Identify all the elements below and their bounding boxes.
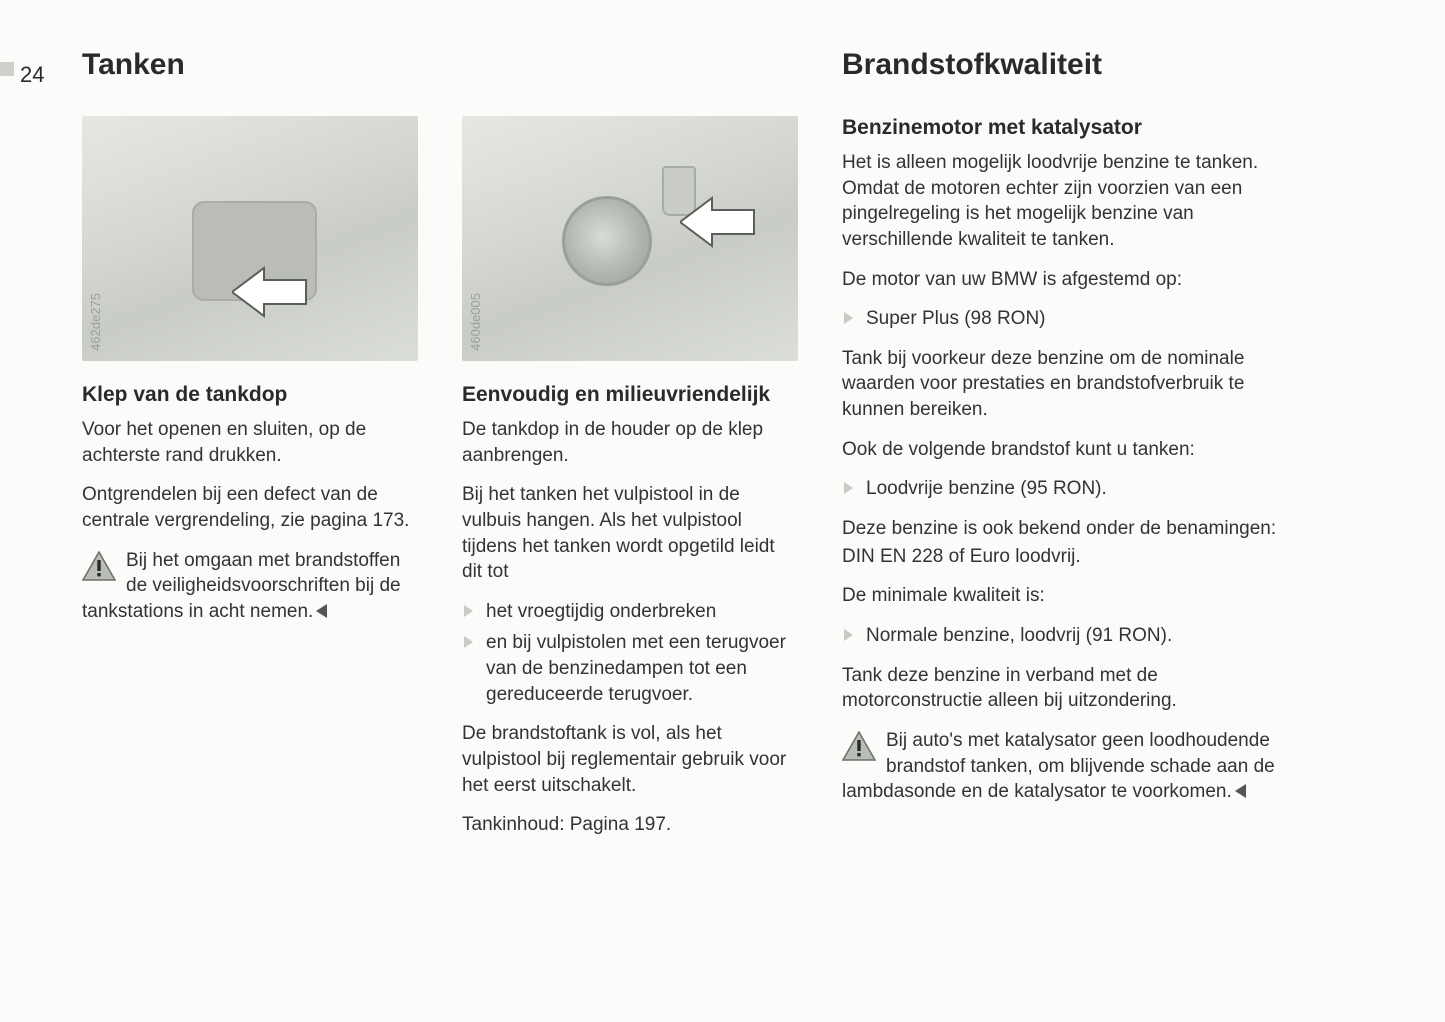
column-1: Tanken 462de275 Klep van de tankdop Voor… [60, 48, 440, 852]
para: Bij het tanken het vulpistool in de vulb… [462, 482, 798, 585]
warning-block: Bij auto's met katalysator geen loodhoud… [842, 728, 1278, 805]
warning-icon [842, 731, 876, 761]
para: De minimale kwaliteit is: [842, 583, 1278, 609]
para: Ook de volgende brandstof kunt u tanken: [842, 437, 1278, 463]
para: De brandstoftank is vol, als het vulpist… [462, 721, 798, 798]
list-item: en bij vulpistolen met een terugvoer van… [462, 630, 798, 707]
title-tanken: Tanken [82, 48, 418, 82]
warning-icon [82, 551, 116, 581]
para: Ontgrendelen bij een defect van de centr… [82, 482, 418, 533]
bullet-list: het vroegtijdig onderbreken en bij vulpi… [462, 599, 798, 708]
end-mark-icon [1235, 784, 1246, 798]
gutter-marker [0, 62, 14, 76]
column-2: . 460de005 Eenvoudig en milieuvriendelij… [440, 48, 820, 852]
list-item: het vroegtijdig onderbreken [462, 599, 798, 625]
bullet-list: Normale benzine, loodvrij (91 RON). [842, 623, 1278, 649]
heading-benzinemotor: Benzinemotor met katalysator [842, 116, 1278, 140]
figure-ref: 460de005 [468, 293, 483, 351]
warning-block: Bij het omgaan met brandstoffen de veili… [82, 548, 418, 625]
heading-klep: Klep van de tankdop [82, 383, 418, 407]
list-item: Super Plus (98 RON) [842, 306, 1278, 332]
column-3: Brandstofkwaliteit Benzinemotor met kata… [820, 48, 1300, 852]
page-gutter: 24 [0, 48, 60, 852]
manual-page: 24 Tanken 462de275 Klep van de tankdop V… [0, 0, 1445, 892]
para: DIN EN 228 of Euro loodvrij. [842, 544, 1278, 570]
para: Tank bij voorkeur deze benzine om de nom… [842, 346, 1278, 423]
bullet-list: Super Plus (98 RON) [842, 306, 1278, 332]
list-item: Normale benzine, loodvrij (91 RON). [842, 623, 1278, 649]
para: Deze benzine is ook bekend onder de bena… [842, 516, 1278, 542]
para: Tank deze benzine in verband met de moto… [842, 663, 1278, 714]
para: De motor van uw BMW is afgestemd op: [842, 267, 1278, 293]
arrow-icon [232, 264, 312, 320]
arrow-icon [680, 194, 760, 250]
warning-text: Bij het omgaan met brandstoffen de veili… [82, 550, 401, 622]
list-item: Loodvrije benzine (95 RON). [842, 476, 1278, 502]
warning-text: Bij auto's met katalysator geen loodhoud… [842, 730, 1275, 802]
figure-fuel-cap: 460de005 [462, 116, 798, 361]
bullet-list: Loodvrije benzine (95 RON). [842, 476, 1278, 502]
page-number: 24 [20, 62, 44, 88]
para: Tankinhoud: Pagina 197. [462, 812, 798, 838]
end-mark-icon [316, 604, 327, 618]
figure-fuel-flap: 462de275 [82, 116, 418, 361]
heading-eenvoudig: Eenvoudig en milieuvriendelijk [462, 383, 798, 407]
figure-ref: 462de275 [88, 293, 103, 351]
para: Voor het openen en sluiten, op de achter… [82, 417, 418, 468]
title-brandstofkwaliteit: Brandstofkwaliteit [842, 48, 1278, 82]
illustration-cap [562, 196, 652, 286]
para: Het is alleen mogelijk loodvrije benzine… [842, 150, 1278, 253]
para: De tankdop in de houder op de klep aanbr… [462, 417, 798, 468]
